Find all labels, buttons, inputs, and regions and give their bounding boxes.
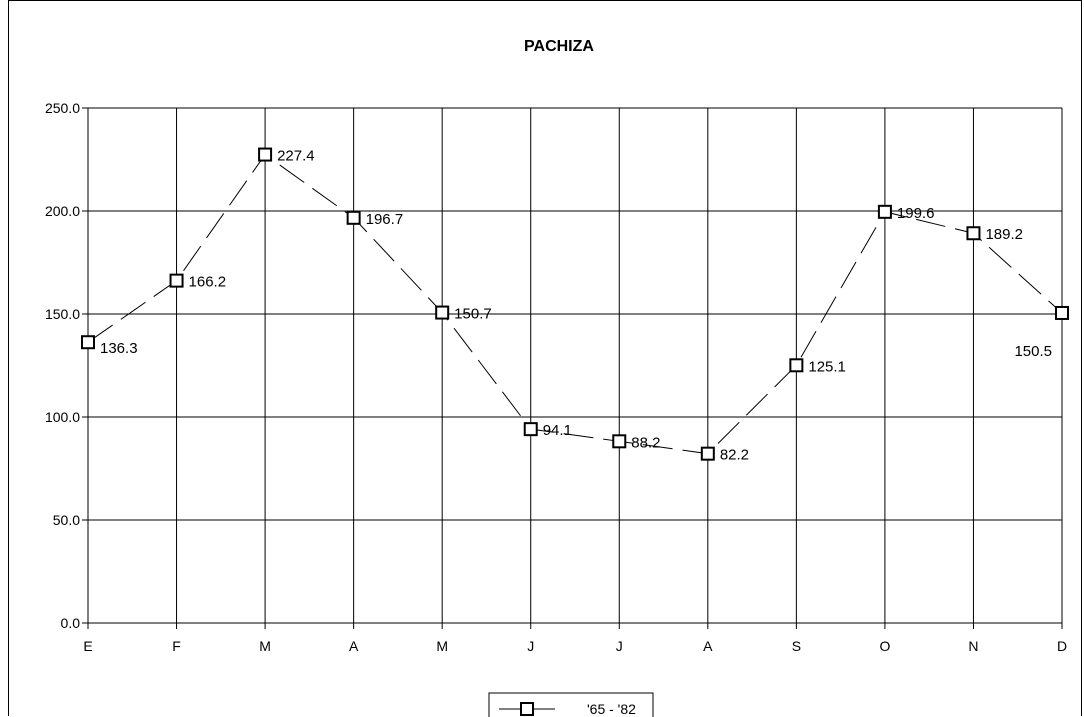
chart-title: PACHIZA — [524, 38, 594, 55]
data-label: 150.7 — [454, 306, 492, 323]
data-point-marker — [612, 434, 627, 449]
data-label: 82.2 — [720, 447, 749, 464]
data-label: 196.7 — [366, 211, 404, 228]
y-tick-label: 0.0 — [61, 615, 81, 631]
data-point-marker — [81, 335, 95, 350]
legend-box — [488, 692, 654, 717]
x-tick-label: J — [527, 638, 534, 654]
data-label: 227.4 — [277, 148, 315, 165]
y-tick-labels: 0.0 50.0 100.0 150.0 200.0 250.0 — [45, 100, 80, 631]
data-point-marker — [877, 204, 892, 219]
line-chart: PACHIZA 0.0 50.0 100.0 150.0 200.0 250.0 E F M A… — [45, 38, 1069, 717]
data-label: 88.2 — [631, 434, 660, 451]
data-label: 94.1 — [543, 422, 572, 439]
x-tick-label: S — [792, 638, 801, 654]
y-tick-label: 50.0 — [53, 512, 80, 528]
data-label: 189.2 — [985, 226, 1023, 243]
x-tick-label: J — [616, 638, 623, 654]
data-point-marker — [523, 422, 538, 437]
x-tick-label: M — [436, 638, 448, 654]
x-tick-label: N — [968, 638, 978, 654]
chart-frame: PACHIZA 0.0 50.0 100.0 150.0 200.0 250.0 E F M A… — [8, 0, 1082, 717]
data-point-marker — [169, 273, 184, 288]
data-labels: 136.3 166.2 227.4 196.7 150.7 94.1 88.2 82.2 125… — [100, 148, 1052, 464]
data-label: 199.6 — [897, 205, 935, 222]
x-tick-label: F — [172, 638, 181, 654]
data-point-marker — [258, 147, 273, 162]
grid — [87, 107, 1063, 624]
legend-marker-sample — [520, 702, 534, 716]
y-tick-label: 100.0 — [45, 409, 80, 425]
y-tick-label: 250.0 — [45, 100, 80, 116]
x-tick-label: A — [703, 638, 713, 654]
y-tick-label: 150.0 — [45, 306, 80, 322]
legend-series-name: '65 - '82 — [587, 701, 636, 717]
data-label: 150.5 — [1014, 343, 1052, 360]
x-tick-label: O — [879, 638, 890, 654]
legend: '65 - '82 — [488, 692, 654, 717]
x-tick-label: A — [349, 638, 359, 654]
y-tick-label: 200.0 — [45, 203, 80, 219]
data-point-marker — [966, 226, 981, 241]
series-line — [87, 153, 1063, 455]
data-point-marker — [435, 305, 450, 320]
x-tick-label: M — [259, 638, 271, 654]
data-label: 166.2 — [189, 274, 227, 291]
x-tick-label: E — [83, 638, 92, 654]
data-point-marker — [789, 358, 804, 373]
data-label: 136.3 — [100, 340, 138, 357]
data-label: 125.1 — [808, 358, 846, 375]
axes — [82, 107, 1063, 629]
data-point-marker — [346, 210, 361, 225]
x-tick-label: D — [1057, 638, 1067, 654]
data-point-marker — [700, 446, 715, 461]
series-markers — [81, 147, 1069, 461]
data-point-marker — [1055, 305, 1069, 320]
